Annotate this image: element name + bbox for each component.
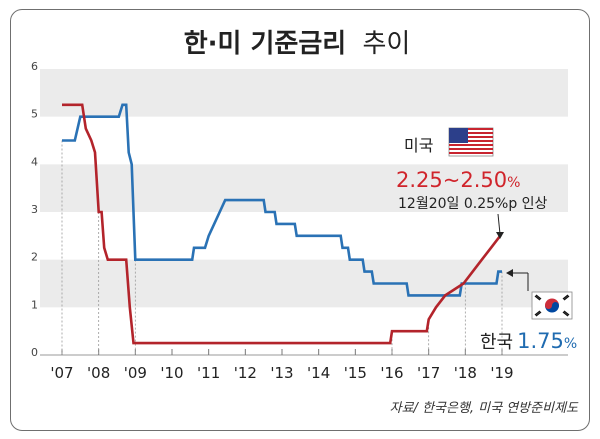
korea-flag-icon (531, 291, 573, 320)
chart-title: 한·미 기준금리 추이 (184, 29, 411, 59)
us-flag-icon (448, 127, 494, 157)
x-tick-label: '13 (270, 364, 293, 382)
kr-rate: 한국 1.75% (480, 329, 577, 353)
y-tick-label: 1 (31, 298, 38, 311)
band-5 (40, 69, 568, 117)
y-tick-label: 3 (31, 203, 38, 216)
us-pointer-head (496, 232, 504, 239)
us-pointer (497, 213, 501, 235)
x-tick-label: '15 (344, 364, 367, 382)
band-3 (40, 164, 568, 212)
y-tick-label: 5 (31, 108, 38, 121)
korea-rate-line (62, 103, 502, 297)
y-tick-label: 4 (31, 155, 38, 168)
x-tick-label: '07 (50, 364, 73, 382)
us-rate-unit: % (507, 175, 520, 191)
us-flag-stripe (449, 128, 493, 130)
x-tick-label: '17 (417, 364, 440, 382)
source-note: 자료/ 한국은행, 미국 연방준비제도 (390, 401, 579, 416)
kr-rate-value: 1.75 (517, 329, 564, 353)
x-tick-label: '19 (490, 364, 513, 382)
x-tick-label: '18 (454, 364, 477, 382)
us-rate-value: 2.25~2.50 (396, 168, 507, 192)
us-label: 미국 (404, 136, 433, 155)
x-tick-label: '11 (197, 364, 220, 382)
us-flag-stripe (449, 144, 493, 146)
us-flag-stripe (449, 152, 493, 154)
y-tick-label: 2 (31, 251, 38, 264)
y-tick-label: 0 (31, 346, 38, 359)
kr-annotation: 한국 1.75% (480, 269, 577, 353)
us-annotation: 미국 2.25~2.50% 12월20일 0.25%p 인상 (396, 127, 548, 239)
kr-label: 한국 (480, 332, 513, 353)
us-rate: 2.25~2.50% (396, 168, 520, 192)
vertical-guides (61, 140, 503, 355)
chart-title-sub: 추이 (362, 29, 410, 59)
x-tick-label: '14 (307, 364, 330, 382)
x-tick-label: '09 (124, 364, 147, 382)
kr-pointer-head (506, 269, 513, 277)
us-flag-stripe (449, 140, 493, 142)
chart-title-main: 한·미 기준금리 (184, 29, 346, 59)
x-tick-label: '08 (87, 364, 110, 382)
us-rate-note: 12월20일 0.25%p 인상 (398, 196, 548, 212)
x-tick-label: '10 (160, 364, 183, 382)
us-flag-stripe (449, 132, 493, 134)
kr-rate-unit: % (564, 336, 577, 352)
y-axis: 0 1 2 3 4 5 6 (31, 60, 38, 359)
us-rate-line (62, 103, 502, 345)
us-flag-stripe (449, 136, 493, 138)
y-tick-label: 6 (31, 60, 38, 73)
x-tick-label: '16 (380, 364, 403, 382)
x-tick-label: '12 (234, 364, 257, 382)
series-lines (62, 103, 502, 345)
x-axis: '07 '08 '09 '10 '11 '12 '13 '14 '15 '16 '17 '18 '19 (50, 364, 513, 382)
us-flag-stripe (449, 148, 493, 150)
